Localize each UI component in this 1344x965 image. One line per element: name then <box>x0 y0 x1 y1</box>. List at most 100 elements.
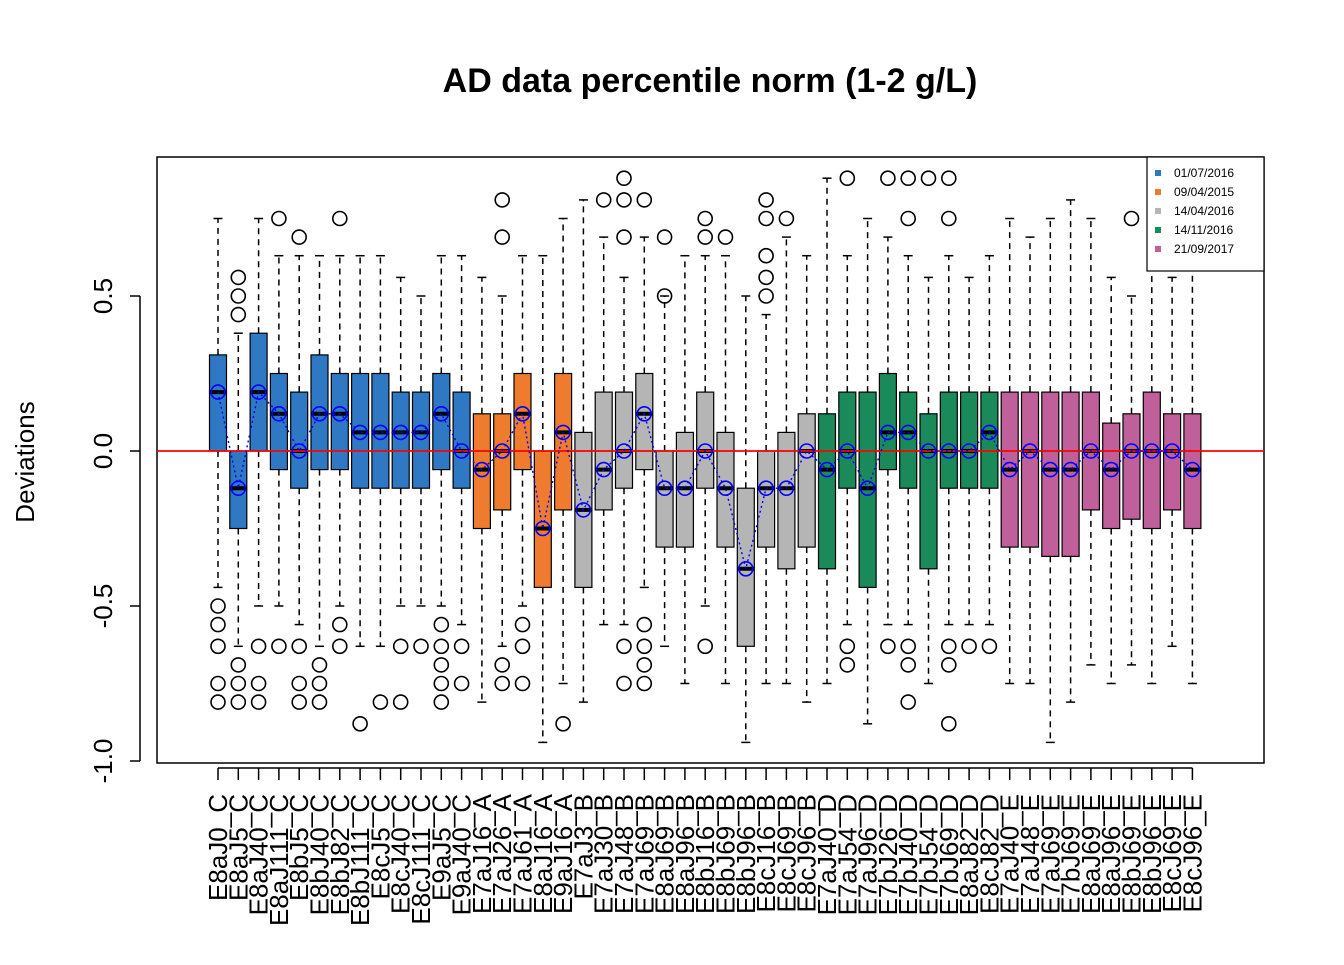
box-e7aj26-a <box>493 192 512 692</box>
x-tick-label: E8bJ5_C <box>284 794 314 901</box>
box-e7bj26-d <box>878 170 898 655</box>
mean-point <box>271 405 287 422</box>
x-tick-label: E8cJ96_E <box>1177 794 1207 913</box>
outlier-point <box>880 638 896 655</box>
outlier-point <box>940 715 957 732</box>
outlier-point <box>494 657 511 673</box>
outlier-point <box>230 657 247 673</box>
x-tick-label: E9aJ40_C <box>447 794 477 915</box>
outlier-point <box>636 638 653 655</box>
mean-point <box>677 480 693 497</box>
outlier-point <box>920 170 937 186</box>
plot-area: -1.0-0.50.00.5E8aJ0_CE8aJ5_CE8aJ40_CE8aJ… <box>88 156 1265 926</box>
outlier-point <box>900 170 917 186</box>
box-body <box>493 413 512 511</box>
outlier-point <box>514 638 531 655</box>
box-e8bj111-c <box>351 254 370 732</box>
box-e8bj40-c <box>310 254 329 710</box>
mean-point <box>1123 443 1140 459</box>
box-e8bj69-b <box>716 229 735 685</box>
outlier-point <box>616 229 632 245</box>
mean-point <box>1022 443 1038 459</box>
box-body <box>1061 391 1080 558</box>
box-body <box>533 450 552 588</box>
x-tick-label: E7bJ40_D <box>893 794 923 915</box>
outlier-point <box>636 675 653 692</box>
outlier-point <box>697 210 714 227</box>
outlier-point <box>636 616 653 633</box>
mean-point <box>859 480 876 497</box>
outlier-point <box>778 210 795 227</box>
x-tick-label: E9aJ5_C <box>426 794 456 901</box>
outlier-point <box>311 657 328 673</box>
outlier-point <box>961 638 977 655</box>
outlier-point <box>311 694 328 710</box>
outlier-point <box>697 638 714 655</box>
legend-swatch <box>1155 208 1161 214</box>
box-e8cj96-e <box>1183 254 1202 685</box>
x-tick-label: E7aJ40_E <box>995 794 1025 914</box>
mean-point <box>555 424 571 441</box>
mean-point <box>230 480 247 497</box>
mean-point <box>880 424 896 441</box>
mean-point <box>453 443 470 459</box>
outlier-point <box>250 638 267 655</box>
x-tick-label: E7aJ48_B <box>609 794 639 914</box>
box-e9aj40-c <box>452 254 471 692</box>
outlier-point <box>900 638 917 655</box>
outlier-point <box>433 638 450 655</box>
legend-label: 09/04/2015 <box>1174 185 1234 199</box>
box-e7aj61-a <box>513 254 532 692</box>
box-e7bj69-e <box>1061 199 1080 703</box>
outlier-point <box>656 288 673 304</box>
outlier-point <box>981 638 998 655</box>
box-e8aj5-c <box>229 269 248 710</box>
y-axis-label: Deviations <box>10 401 40 522</box>
box-e7aj16-a <box>472 276 491 703</box>
mean-point <box>981 424 998 441</box>
legend: 01/07/2016 09/04/2015 14/04/2016 14/11/2016… <box>1146 156 1265 272</box>
outlier-point <box>453 638 470 655</box>
outlier-point <box>392 638 409 655</box>
box-e8bj96-b <box>736 295 755 744</box>
box-e8aj16-a <box>533 254 552 744</box>
box-e9aj5-c <box>432 254 451 710</box>
box-e7bj69-d <box>939 170 958 732</box>
mean-point <box>1103 461 1119 478</box>
outlier-point <box>940 638 957 655</box>
legend-swatch <box>1155 246 1161 252</box>
outlier-point <box>230 269 247 286</box>
outlier-point <box>697 229 714 245</box>
mean-point <box>1083 443 1099 459</box>
x-tick-label: E8bJ96_B <box>731 794 761 914</box>
box-body <box>1122 413 1141 520</box>
y-tick-label: 0.5 <box>88 278 118 314</box>
box-e8bj16-b <box>696 210 715 655</box>
outlier-point <box>636 192 653 208</box>
mean-point <box>737 560 754 577</box>
x-tick-label: E8aJ16_A <box>528 793 558 914</box>
mean-point <box>900 424 917 441</box>
outlier-point <box>210 694 226 710</box>
legend-swatch <box>1155 189 1161 195</box>
outlier-point <box>433 657 450 673</box>
box-e8bj82-c <box>330 210 349 655</box>
box-e8aj96-b <box>675 254 695 685</box>
mean-point <box>920 443 937 459</box>
outlier-point <box>230 694 247 710</box>
outlier-point <box>616 170 632 186</box>
outlier-point <box>940 210 957 227</box>
x-tick-label: E7aJ40_D <box>812 794 842 915</box>
x-tick-label: E8cJ40_C <box>386 794 416 914</box>
mean-point <box>210 384 226 400</box>
box-body <box>756 450 776 548</box>
outlier-point <box>758 192 774 208</box>
mean-point <box>1164 443 1180 459</box>
x-tick-label: E7aJ26_A <box>487 793 517 914</box>
mean-point <box>717 480 734 497</box>
outlier-point <box>230 288 247 304</box>
outlier-point <box>453 675 470 692</box>
y-tick-label: 0.0 <box>88 433 118 469</box>
box-e8cj5-c <box>371 254 390 710</box>
